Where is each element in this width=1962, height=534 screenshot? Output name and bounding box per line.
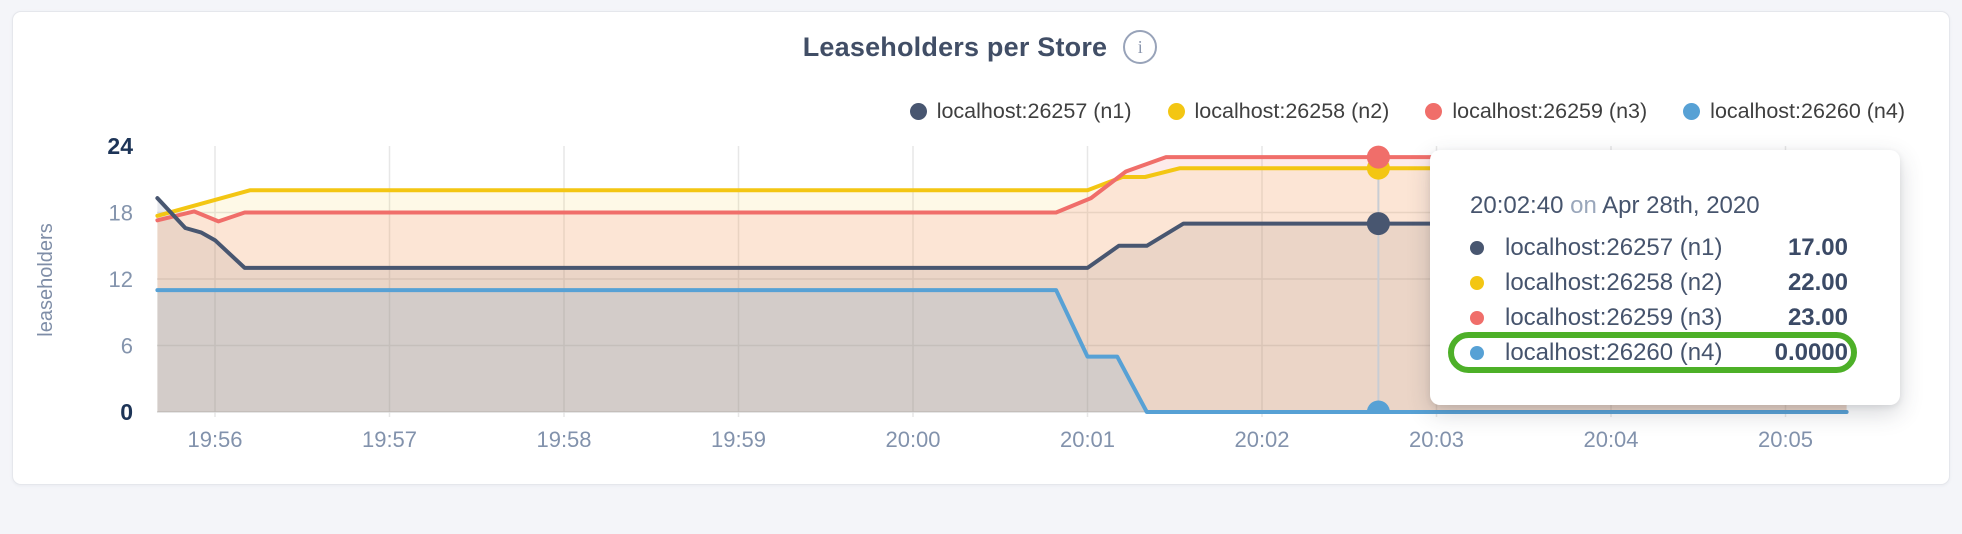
tooltip-row: localhost:26258 (n2) 22.00	[1470, 265, 1848, 300]
legend-swatch-icon	[1425, 103, 1443, 120]
x-tick-label: 20:02	[1234, 427, 1289, 452]
x-tick-label: 19:57	[362, 427, 417, 452]
legend-label: localhost:26260 (n4)	[1710, 99, 1905, 123]
series-area	[157, 157, 1847, 412]
series-area	[157, 198, 1847, 412]
tooltip-series-value: 23.00	[1787, 303, 1848, 331]
tooltip-series-value: 22.00	[1787, 268, 1848, 296]
legend-item[interactable]: localhost:26257 (n1)	[909, 99, 1132, 124]
hover-point-dot	[1366, 400, 1390, 413]
series-dot-icon	[1470, 345, 1484, 360]
hover-dots	[1366, 145, 1390, 413]
x-tick-label: 19:59	[711, 427, 766, 452]
y-tick-label: 24	[107, 133, 133, 159]
x-tick-label: 20:04	[1583, 427, 1638, 452]
y-tick-label: 6	[121, 334, 133, 359]
x-tick-label: 20:01	[1060, 427, 1115, 452]
tooltip-series-name: localhost:26259 (n3)	[1505, 303, 1723, 331]
x-tick-label: 20:00	[885, 427, 940, 452]
x-tick-label: 19:56	[187, 427, 242, 452]
legend-item[interactable]: localhost:26260 (n4)	[1683, 99, 1905, 124]
series-line	[155, 155, 1849, 224]
series-line	[155, 288, 1849, 414]
tooltip-series-name: localhost:26257 (n1)	[1505, 233, 1723, 261]
tooltip-row: localhost:26257 (n1) 17.00	[1470, 230, 1848, 265]
info-icon[interactable]: i	[1123, 30, 1158, 64]
y-tick-label: 12	[109, 267, 133, 292]
legend-label: localhost:26259 (n3)	[1452, 99, 1648, 123]
hover-point-dot	[1366, 145, 1390, 169]
tooltip-header: 20:02:40 on Apr 28th, 2020	[1470, 190, 1848, 222]
chart-header: Leaseholders per Store i	[12, 30, 1948, 64]
y-axis-title: leaseholders	[35, 223, 57, 336]
tooltip-series-value: 17.00	[1787, 233, 1848, 261]
chart-title: Leaseholders per Store	[802, 31, 1108, 62]
legend-swatch-icon	[1683, 103, 1701, 120]
y-tick-label: 0	[120, 399, 133, 425]
x-tick-label: 19:58	[536, 427, 591, 452]
legend-item[interactable]: localhost:26258 (n2)	[1167, 99, 1390, 124]
tooltip-series-name: localhost:26260 (n4)	[1505, 338, 1723, 366]
series-line	[155, 196, 1849, 270]
tooltip-series-name: localhost:26258 (n2)	[1505, 268, 1723, 296]
series-area	[157, 290, 1847, 412]
x-tick-label: 20:05	[1758, 427, 1813, 452]
chart-legend: localhost:26257 (n1) localhost:26258 (n2)…	[909, 99, 1905, 124]
tooltip-date: Apr 28th, 2020	[1602, 192, 1760, 219]
legend-swatch-icon	[1167, 103, 1185, 120]
tooltip-row: localhost:26260 (n4) 0.0000	[1448, 332, 1857, 373]
hover-tooltip: 20:02:40 on Apr 28th, 2020 localhost:262…	[1430, 150, 1900, 405]
x-tick-label: 20:03	[1409, 427, 1464, 452]
tooltip-row: localhost:26259 (n3) 23.00	[1470, 300, 1848, 335]
legend-label: localhost:26258 (n2)	[1194, 99, 1390, 123]
y-tick-label: 18	[109, 201, 133, 226]
series-dot-icon	[1470, 275, 1484, 290]
tooltip-series-value: 0.0000	[1774, 338, 1848, 366]
tooltip-rows: localhost:26257 (n1) 17.00 localhost:26258…	[1448, 230, 1857, 373]
legend-swatch-icon	[909, 103, 927, 120]
series-dot-icon	[1470, 310, 1484, 325]
tooltip-preposition: on	[1570, 192, 1597, 219]
legend-label: localhost:26257 (n1)	[936, 99, 1132, 123]
legend-item[interactable]: localhost:26259 (n3)	[1425, 99, 1647, 124]
hover-point-dot	[1366, 212, 1390, 236]
series-dot-icon	[1470, 240, 1484, 255]
tooltip-time: 20:02:40	[1470, 192, 1564, 219]
series-line	[155, 166, 1849, 218]
